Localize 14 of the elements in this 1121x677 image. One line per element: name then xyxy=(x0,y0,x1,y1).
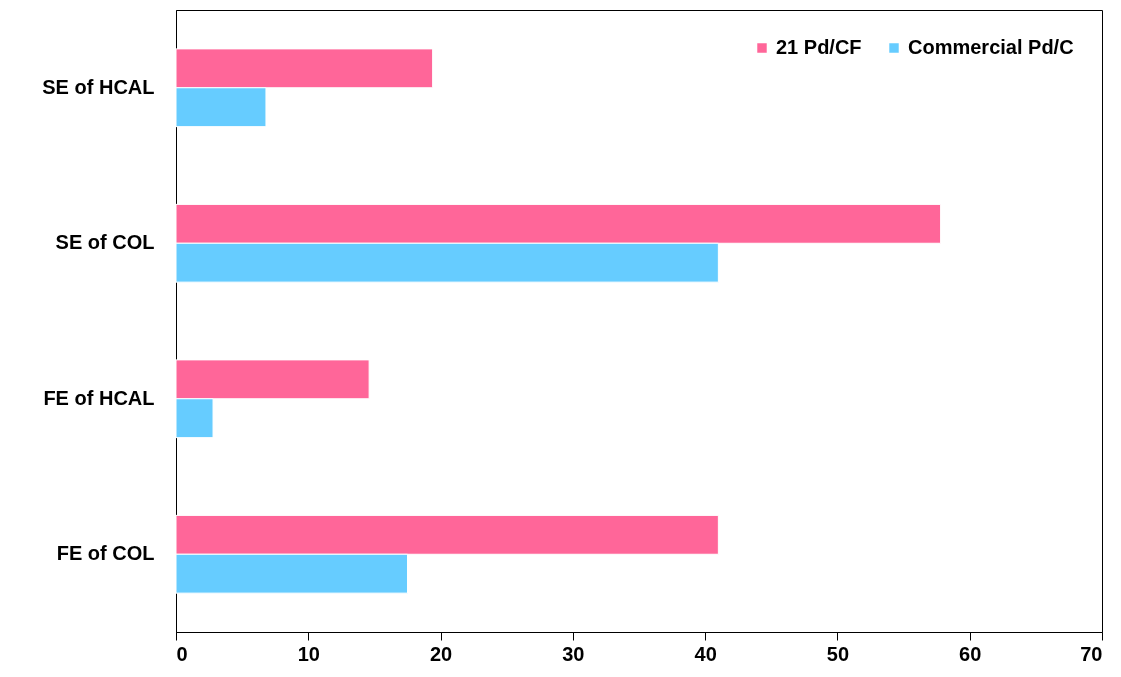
legend-label: 21 Pd/CF xyxy=(776,36,862,58)
x-tick-label: 0 xyxy=(176,642,188,665)
x-tick-label: 30 xyxy=(562,642,585,665)
y-tick-label: FE of HCAL xyxy=(43,386,155,409)
x-tick-label: 10 xyxy=(297,642,320,665)
x-tick-label: 60 xyxy=(959,642,982,665)
x-tick-label: 40 xyxy=(694,642,717,665)
x-tick-label: 20 xyxy=(429,642,453,665)
y-tick-label: FE of COL xyxy=(56,542,155,565)
y-tick-label: SE of HCAL xyxy=(42,75,155,98)
x-tick-label: 50 xyxy=(826,642,850,665)
x-tick-label: 70 xyxy=(1080,642,1103,665)
y-tick-label: SE of COL xyxy=(55,231,155,254)
legend-label: Commercial Pd/C xyxy=(908,36,1074,58)
